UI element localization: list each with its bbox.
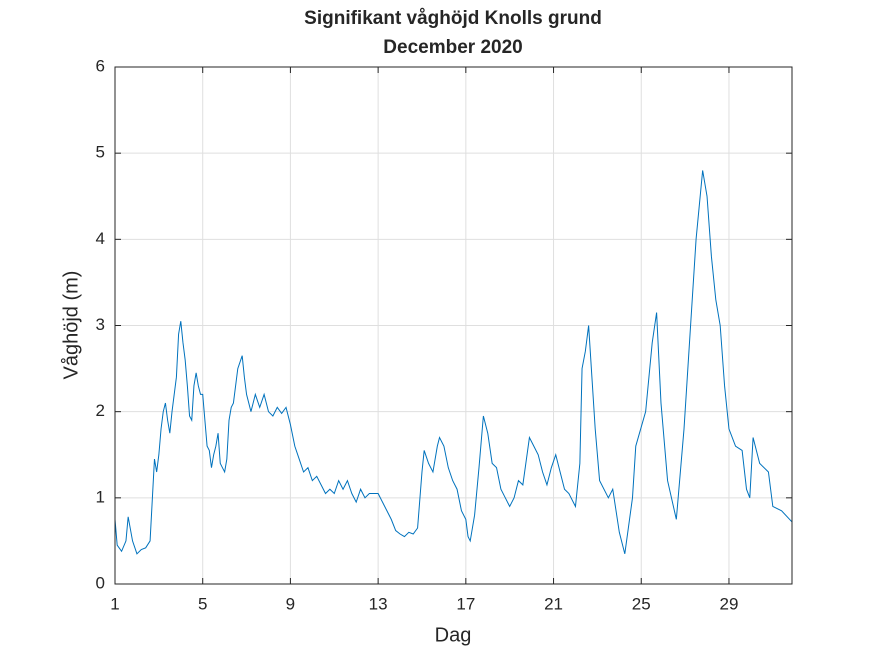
x-tick-label: 21 bbox=[544, 594, 563, 613]
y-tick-label: 0 bbox=[96, 573, 105, 592]
chart-title: Signifikant våghöjd Knolls grund bbox=[304, 8, 602, 29]
y-tick-label: 6 bbox=[96, 56, 105, 75]
data-line bbox=[114, 170, 793, 555]
x-tick-label: 29 bbox=[719, 594, 738, 613]
x-axis-label: Dag bbox=[435, 624, 472, 646]
y-tick-label: 3 bbox=[96, 315, 105, 334]
y-axis-label: Våghöjd (m) bbox=[60, 271, 82, 380]
x-tick-label: 5 bbox=[198, 594, 207, 613]
y-tick-label: 5 bbox=[96, 143, 105, 162]
x-tick-label: 9 bbox=[286, 594, 295, 613]
chart-subtitle: December 2020 bbox=[383, 37, 522, 58]
y-tick-label: 1 bbox=[96, 487, 105, 506]
x-tick-label: 25 bbox=[632, 594, 651, 613]
x-tick-label: 17 bbox=[456, 594, 475, 613]
y-tick-label: 2 bbox=[96, 401, 105, 420]
x-tick-label: 1 bbox=[110, 594, 119, 613]
x-tick-label: 13 bbox=[369, 594, 388, 613]
lines bbox=[114, 170, 793, 555]
y-tick-label: 4 bbox=[96, 229, 105, 248]
